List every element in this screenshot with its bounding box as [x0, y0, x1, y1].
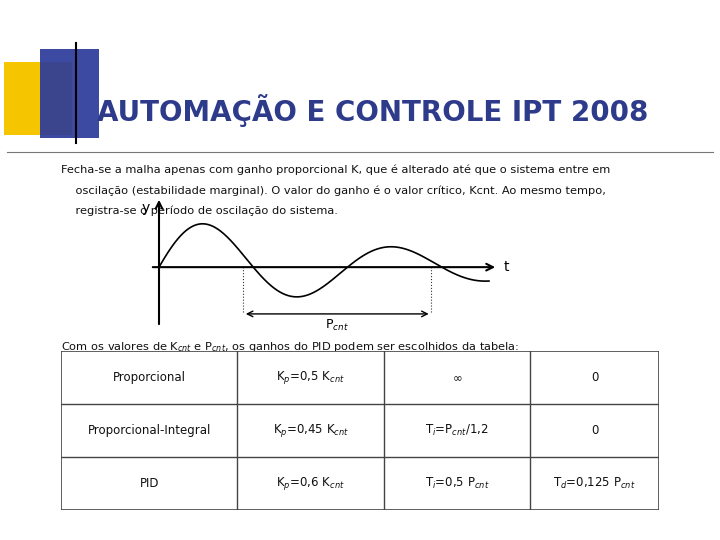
FancyBboxPatch shape: [61, 351, 659, 510]
Text: $\infty$: $\infty$: [452, 371, 462, 384]
Bar: [4, 62, 72, 135]
Text: oscilação (estabilidade marginal). O valor do ganho é o valor crítico, Kcnt. Ao : oscilação (estabilidade marginal). O val…: [61, 185, 606, 195]
Text: T$_d$=0,125 P$_{cnt}$: T$_d$=0,125 P$_{cnt}$: [553, 476, 636, 491]
Text: 0: 0: [591, 371, 598, 384]
Text: Fecha-se a malha apenas com ganho proporcional K, que é alterado até que o siste: Fecha-se a malha apenas com ganho propor…: [61, 165, 611, 175]
Text: t: t: [504, 260, 510, 274]
Text: 0: 0: [591, 424, 598, 437]
Text: registra-se o período de oscilação do sistema.: registra-se o período de oscilação do si…: [61, 206, 338, 216]
Text: Com os valores de K$_{cnt}$ e P$_{cnt}$, os ganhos do PID podem ser escolhidos d: Com os valores de K$_{cnt}$ e P$_{cnt}$,…: [61, 340, 520, 354]
Text: y: y: [142, 201, 150, 215]
Text: AUTOMAÇÃO E CONTROLE IPT 2008: AUTOMAÇÃO E CONTROLE IPT 2008: [97, 94, 649, 127]
Text: K$_p$=0,45 K$_{cnt}$: K$_p$=0,45 K$_{cnt}$: [273, 422, 348, 439]
Text: Proporcional-Integral: Proporcional-Integral: [88, 424, 211, 437]
Text: PID: PID: [140, 477, 159, 490]
Text: P$_{cnt}$: P$_{cnt}$: [325, 318, 349, 333]
Text: K$_p$=0,6 K$_{cnt}$: K$_p$=0,6 K$_{cnt}$: [276, 475, 345, 492]
Bar: [40, 49, 99, 138]
Text: T$_i$=0,5 P$_{cnt}$: T$_i$=0,5 P$_{cnt}$: [425, 476, 490, 491]
Bar: [4, 62, 61, 108]
Text: K$_p$=0,5 K$_{cnt}$: K$_p$=0,5 K$_{cnt}$: [276, 369, 345, 386]
Text: Proporcional: Proporcional: [113, 371, 186, 384]
Text: T$_i$=P$_{cnt}$/1,2: T$_i$=P$_{cnt}$/1,2: [426, 423, 489, 438]
